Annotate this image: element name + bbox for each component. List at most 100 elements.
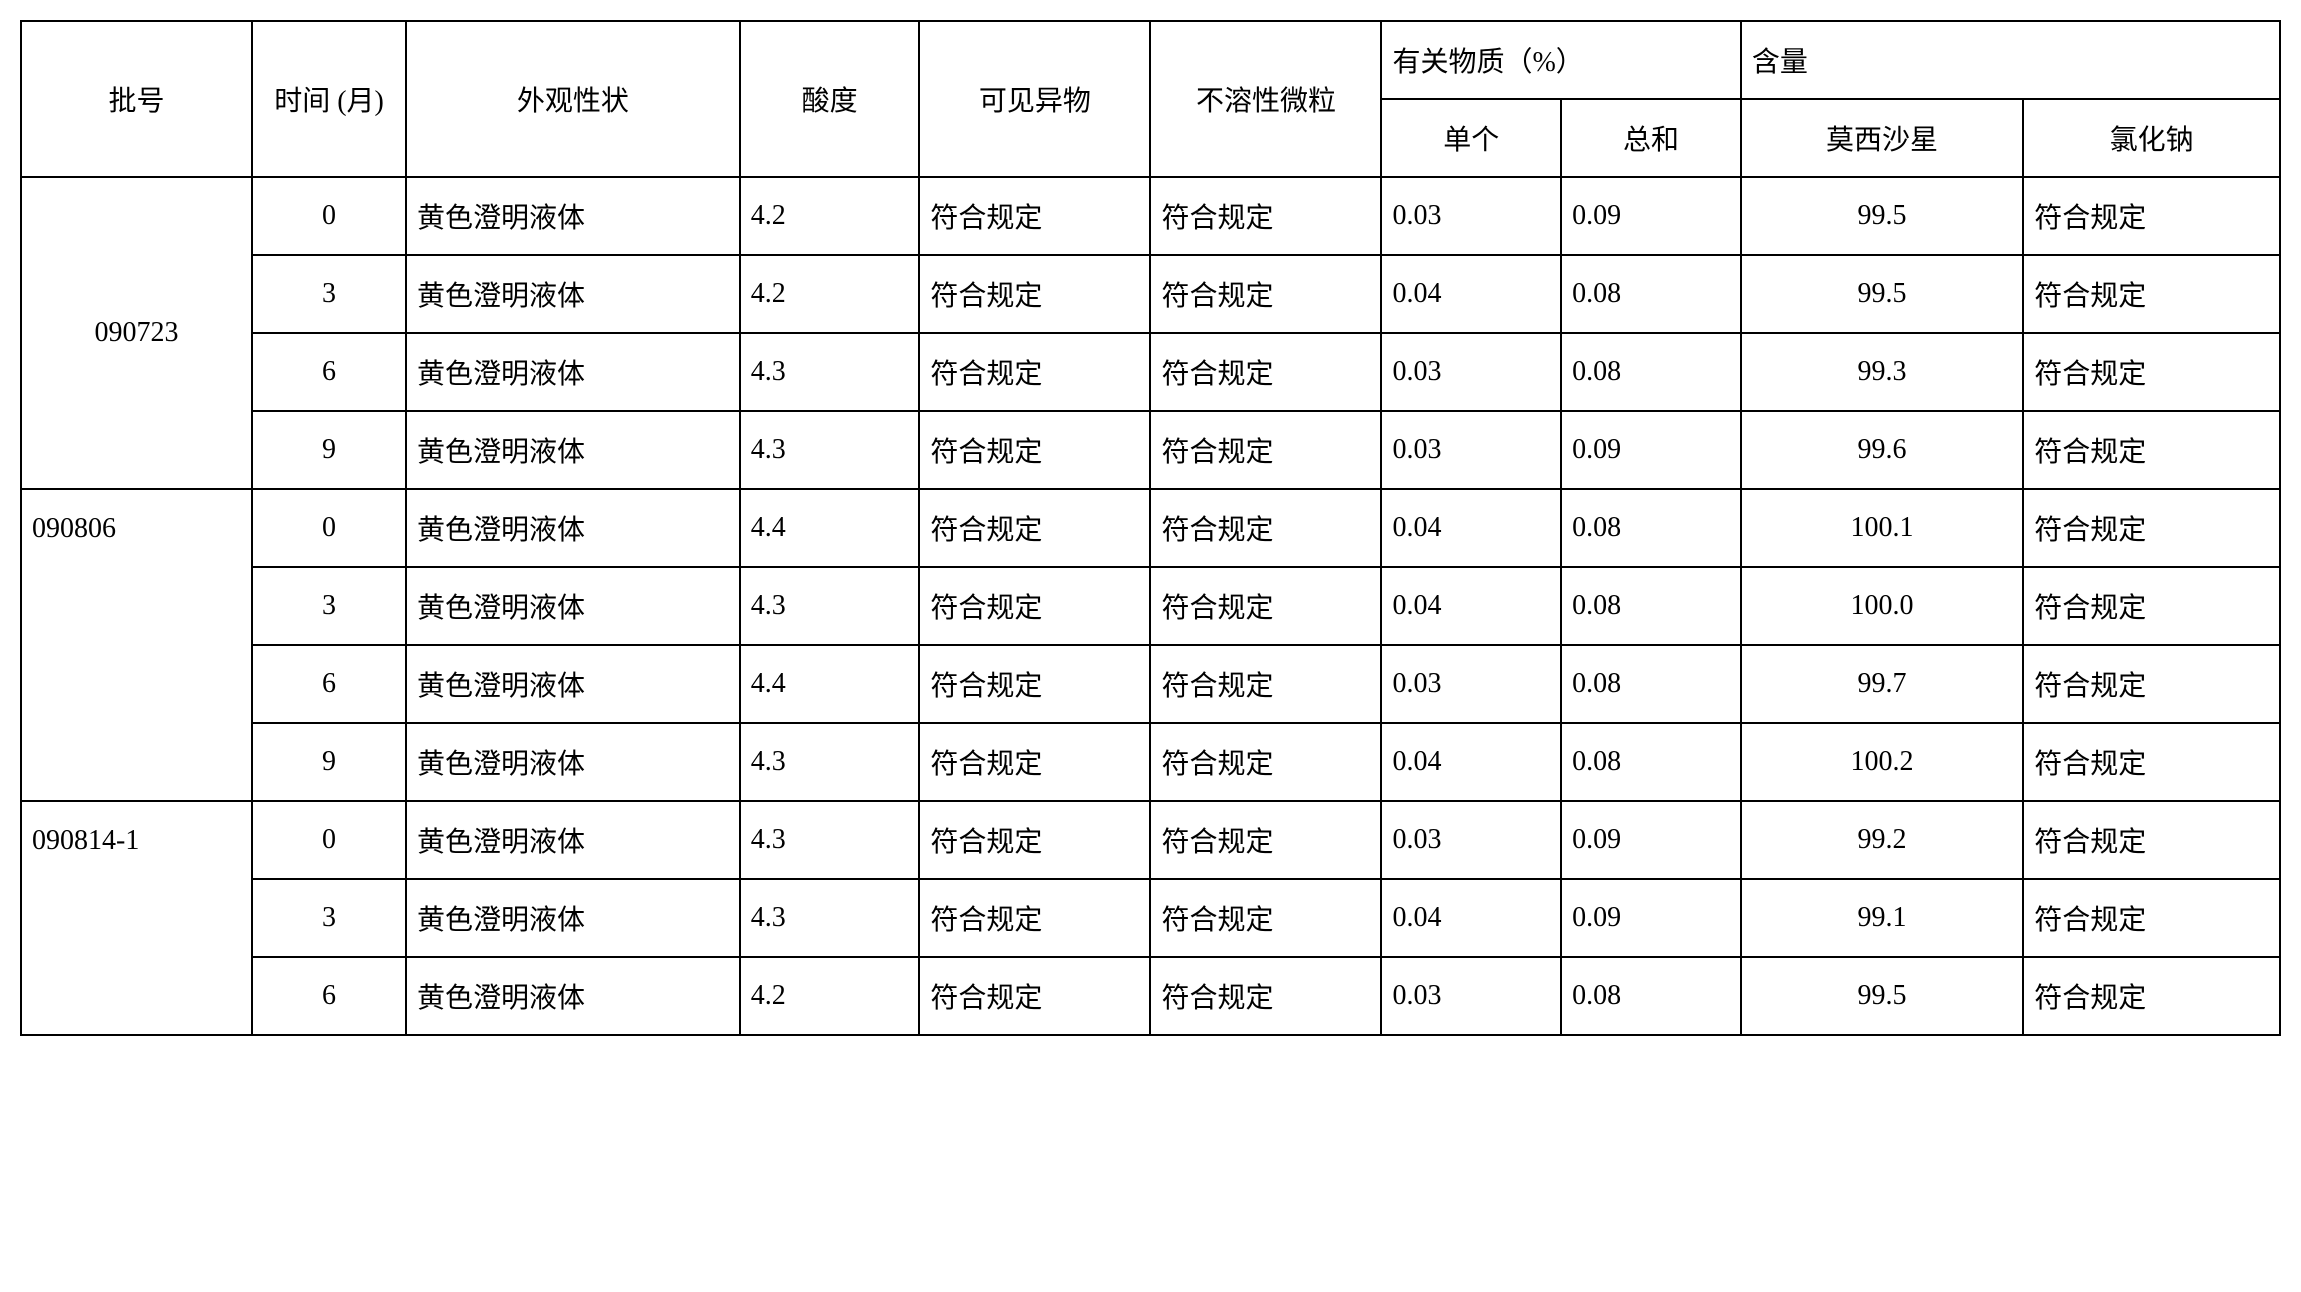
time-cell: 9 — [252, 723, 406, 801]
total-cell: 0.09 — [1561, 411, 1741, 489]
header-moxifloxacin: 莫西沙星 — [1741, 99, 2023, 177]
header-appearance: 外观性状 — [406, 21, 740, 177]
moxi-cell: 99.7 — [1741, 645, 2023, 723]
moxi-cell: 99.6 — [1741, 411, 2023, 489]
nacl-cell: 符合规定 — [2023, 801, 2280, 879]
header-acidity: 酸度 — [740, 21, 920, 177]
single-cell: 0.03 — [1381, 957, 1561, 1035]
batch-no-cell-empty — [21, 645, 252, 723]
visible-cell: 符合规定 — [919, 489, 1150, 567]
appearance-cell: 黄色澄明液体 — [406, 489, 740, 567]
insoluble-cell: 符合规定 — [1150, 801, 1381, 879]
nacl-cell: 符合规定 — [2023, 567, 2280, 645]
insoluble-cell: 符合规定 — [1150, 255, 1381, 333]
time-cell: 0 — [252, 177, 406, 255]
moxi-cell: 99.5 — [1741, 177, 2023, 255]
nacl-cell: 符合规定 — [2023, 723, 2280, 801]
table-row: 6 黄色澄明液体 4.4 符合规定 符合规定 0.03 0.08 99.7 符合… — [21, 645, 2280, 723]
table-row: 6 黄色澄明液体 4.2 符合规定 符合规定 0.03 0.08 99.5 符合… — [21, 957, 2280, 1035]
time-cell: 9 — [252, 411, 406, 489]
header-batch: 批号 — [21, 21, 252, 177]
header-content: 含量 — [1741, 21, 2280, 99]
nacl-cell: 符合规定 — [2023, 957, 2280, 1035]
insoluble-cell: 符合规定 — [1150, 957, 1381, 1035]
moxi-cell: 99.5 — [1741, 957, 2023, 1035]
moxi-cell: 100.1 — [1741, 489, 2023, 567]
total-cell: 0.08 — [1561, 333, 1741, 411]
table-row: 6 黄色澄明液体 4.3 符合规定 符合规定 0.03 0.08 99.3 符合… — [21, 333, 2280, 411]
total-cell: 0.09 — [1561, 177, 1741, 255]
total-cell: 0.08 — [1561, 723, 1741, 801]
header-single: 单个 — [1381, 99, 1561, 177]
header-total: 总和 — [1561, 99, 1741, 177]
header-visible-matter: 可见异物 — [919, 21, 1150, 177]
moxi-cell: 99.2 — [1741, 801, 2023, 879]
nacl-cell: 符合规定 — [2023, 879, 2280, 957]
single-cell: 0.04 — [1381, 723, 1561, 801]
table-body: 090723 0 黄色澄明液体 4.2 符合规定 符合规定 0.03 0.09 … — [21, 177, 2280, 1035]
appearance-cell: 黄色澄明液体 — [406, 177, 740, 255]
nacl-cell: 符合规定 — [2023, 489, 2280, 567]
acidity-cell: 4.2 — [740, 957, 920, 1035]
total-cell: 0.08 — [1561, 255, 1741, 333]
batch-no-cell: 090723 — [21, 177, 252, 489]
appearance-cell: 黄色澄明液体 — [406, 723, 740, 801]
total-cell: 0.08 — [1561, 489, 1741, 567]
moxi-cell: 100.2 — [1741, 723, 2023, 801]
single-cell: 0.04 — [1381, 567, 1561, 645]
visible-cell: 符合规定 — [919, 411, 1150, 489]
table-row: 3 黄色澄明液体 4.3 符合规定 符合规定 0.04 0.09 99.1 符合… — [21, 879, 2280, 957]
visible-cell: 符合规定 — [919, 801, 1150, 879]
single-cell: 0.03 — [1381, 177, 1561, 255]
visible-cell: 符合规定 — [919, 255, 1150, 333]
visible-cell: 符合规定 — [919, 177, 1150, 255]
insoluble-cell: 符合规定 — [1150, 723, 1381, 801]
appearance-cell: 黄色澄明液体 — [406, 957, 740, 1035]
appearance-cell: 黄色澄明液体 — [406, 879, 740, 957]
header-nacl: 氯化钠 — [2023, 99, 2280, 177]
single-cell: 0.03 — [1381, 411, 1561, 489]
single-cell: 0.03 — [1381, 801, 1561, 879]
table-row: 090723 0 黄色澄明液体 4.2 符合规定 符合规定 0.03 0.09 … — [21, 177, 2280, 255]
acidity-cell: 4.3 — [740, 879, 920, 957]
total-cell: 0.08 — [1561, 645, 1741, 723]
insoluble-cell: 符合规定 — [1150, 489, 1381, 567]
appearance-cell: 黄色澄明液体 — [406, 255, 740, 333]
nacl-cell: 符合规定 — [2023, 411, 2280, 489]
acidity-cell: 4.4 — [740, 489, 920, 567]
moxi-cell: 99.5 — [1741, 255, 2023, 333]
table-row: 3 黄色澄明液体 4.2 符合规定 符合规定 0.04 0.08 99.5 符合… — [21, 255, 2280, 333]
header-time: 时间 (月) — [252, 21, 406, 177]
time-cell: 0 — [252, 801, 406, 879]
total-cell: 0.08 — [1561, 567, 1741, 645]
nacl-cell: 符合规定 — [2023, 255, 2280, 333]
time-cell: 6 — [252, 645, 406, 723]
acidity-cell: 4.2 — [740, 255, 920, 333]
appearance-cell: 黄色澄明液体 — [406, 801, 740, 879]
moxi-cell: 100.0 — [1741, 567, 2023, 645]
visible-cell: 符合规定 — [919, 567, 1150, 645]
table-row: 9 黄色澄明液体 4.3 符合规定 符合规定 0.03 0.09 99.6 符合… — [21, 411, 2280, 489]
insoluble-cell: 符合规定 — [1150, 645, 1381, 723]
batch-no-cell: 090814-1 — [21, 801, 252, 879]
nacl-cell: 符合规定 — [2023, 177, 2280, 255]
acidity-cell: 4.3 — [740, 801, 920, 879]
nacl-cell: 符合规定 — [2023, 645, 2280, 723]
header-related-substances: 有关物质（%） — [1381, 21, 1740, 99]
appearance-cell: 黄色澄明液体 — [406, 333, 740, 411]
appearance-cell: 黄色澄明液体 — [406, 411, 740, 489]
table-row: 090814-1 0 黄色澄明液体 4.3 符合规定 符合规定 0.03 0.0… — [21, 801, 2280, 879]
header-insoluble-particles: 不溶性微粒 — [1150, 21, 1381, 177]
acidity-cell: 4.4 — [740, 645, 920, 723]
batch-no-cell-empty — [21, 723, 252, 801]
time-cell: 3 — [252, 879, 406, 957]
appearance-cell: 黄色澄明液体 — [406, 645, 740, 723]
insoluble-cell: 符合规定 — [1150, 567, 1381, 645]
batch-no-cell: 090806 — [21, 489, 252, 567]
moxi-cell: 99.3 — [1741, 333, 2023, 411]
stability-data-table: 批号 时间 (月) 外观性状 酸度 可见异物 不溶性微粒 有关物质（%） 含量 … — [20, 20, 2281, 1036]
visible-cell: 符合规定 — [919, 723, 1150, 801]
visible-cell: 符合规定 — [919, 879, 1150, 957]
header-row-1: 批号 时间 (月) 外观性状 酸度 可见异物 不溶性微粒 有关物质（%） 含量 — [21, 21, 2280, 99]
single-cell: 0.04 — [1381, 255, 1561, 333]
